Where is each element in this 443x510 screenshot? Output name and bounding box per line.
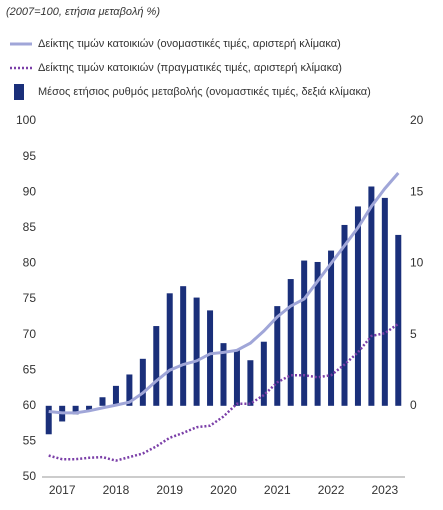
bar — [314, 261, 321, 406]
y-tick-label: 50 — [23, 469, 37, 483]
bar — [341, 224, 348, 406]
y2-tick-label: 0 — [410, 398, 417, 412]
bar — [180, 286, 187, 406]
bar — [274, 306, 281, 406]
bar — [368, 186, 375, 406]
bar — [260, 341, 267, 406]
x-tick-label: 2020 — [210, 483, 237, 497]
y-tick-label: 80 — [23, 256, 37, 270]
nominal-line — [48, 172, 400, 415]
real-line — [48, 322, 400, 462]
y-tick-label: 75 — [23, 291, 37, 305]
y-tick-label: 100 — [16, 113, 36, 127]
bar — [72, 405, 79, 415]
x-tick-label: 2018 — [103, 483, 130, 497]
bar — [381, 197, 388, 406]
bar — [86, 405, 93, 412]
bar — [301, 260, 308, 406]
legend-label: Δείκτης τιμών κατοικιών (ονομαστικές τιμ… — [38, 38, 341, 50]
y-tick-label: 55 — [23, 434, 37, 448]
x-tick-label: 2017 — [49, 483, 76, 497]
y2-tick-label: 15 — [410, 184, 424, 198]
y-tick-label: 90 — [23, 184, 37, 198]
y-tick-label: 95 — [23, 149, 37, 163]
y2-tick-label: 5 — [410, 327, 417, 341]
bar — [354, 206, 361, 406]
bar — [193, 297, 200, 406]
bar — [166, 293, 173, 406]
y2-tick-label: 20 — [410, 113, 424, 127]
y-tick-label: 70 — [23, 327, 37, 341]
y-tick-label: 60 — [23, 398, 37, 412]
bar — [220, 343, 227, 406]
bar — [45, 405, 52, 435]
bar — [139, 358, 146, 406]
bar — [153, 326, 160, 406]
y-tick-label: 85 — [23, 220, 37, 234]
bar — [328, 250, 335, 406]
x-tick-label: 2021 — [264, 483, 291, 497]
bar — [395, 234, 402, 406]
x-tick-label: 2023 — [371, 483, 398, 497]
y2-tick-label: 10 — [410, 256, 424, 270]
bar — [99, 397, 106, 406]
x-tick-label: 2022 — [318, 483, 345, 497]
x-tick-label: 2019 — [156, 483, 183, 497]
y-tick-label: 65 — [23, 362, 37, 376]
bar — [233, 350, 240, 406]
bar — [247, 360, 254, 406]
bar — [287, 279, 294, 406]
bar — [207, 310, 214, 406]
legend-label: Δείκτης τιμών κατοικιών (πραγματικές τιμ… — [38, 62, 342, 74]
bar — [126, 374, 133, 406]
subtitle: (2007=100, ετήσια μεταβολή %) — [6, 6, 160, 18]
legend-label: Μέσος ετήσιος ρυθμός μεταβολής (ονομαστι… — [38, 86, 371, 98]
bar — [112, 385, 119, 406]
legend-swatch — [14, 84, 24, 100]
